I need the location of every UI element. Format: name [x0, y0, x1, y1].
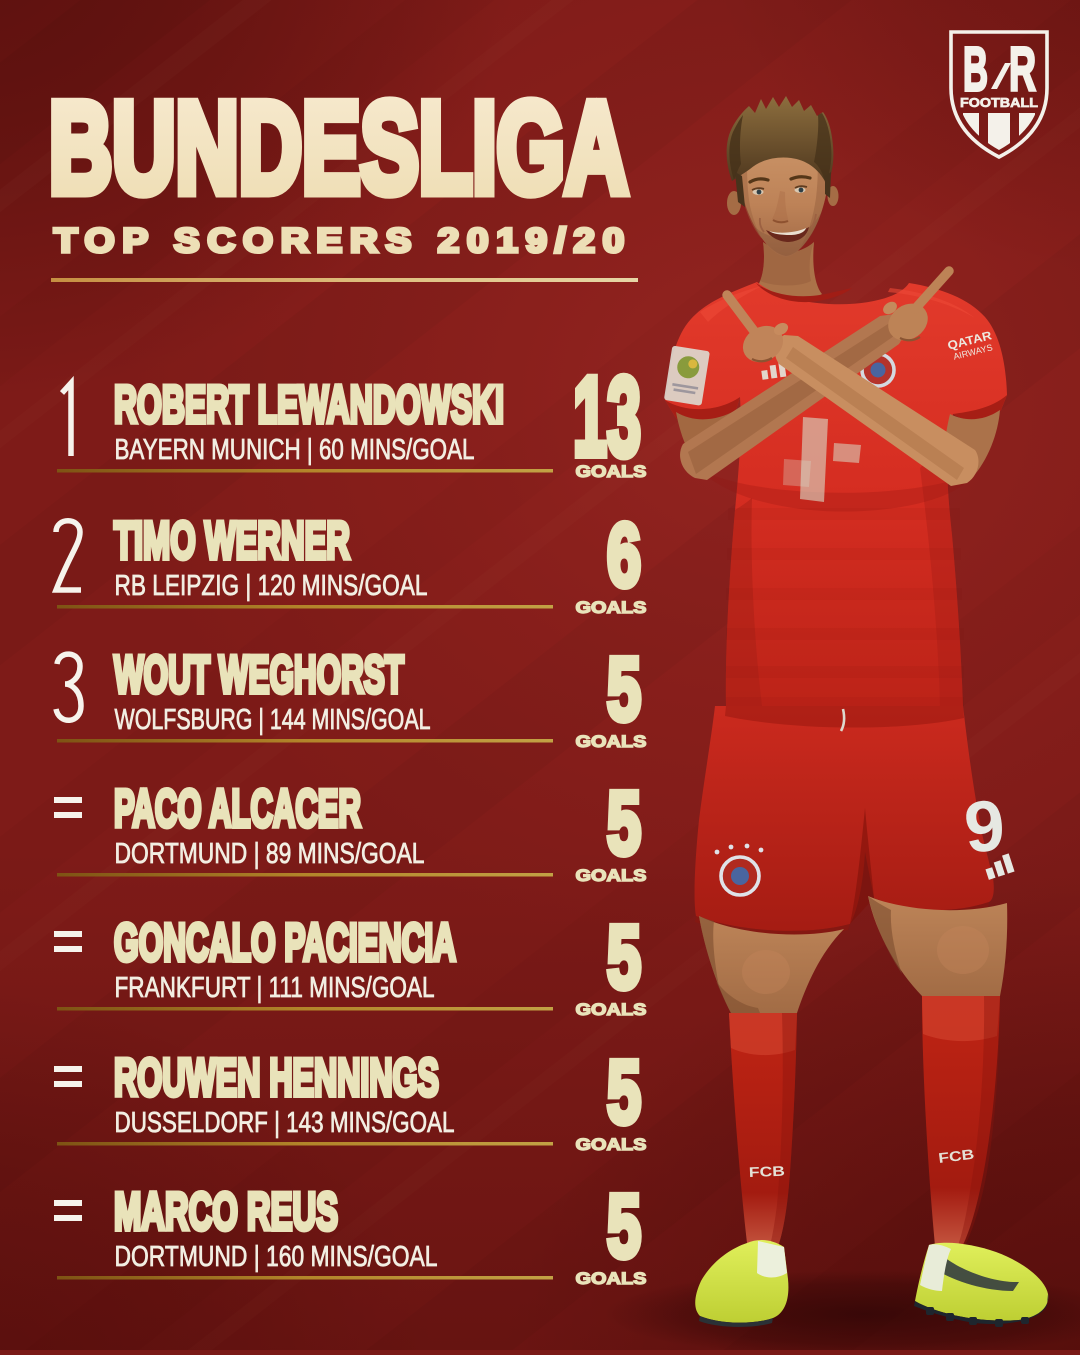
- svg-text:GOALS: GOALS: [576, 866, 647, 885]
- svg-text:TOP SCORERS 2019/20: TOP SCORERS 2019/20: [54, 222, 632, 260]
- svg-text:13: 13: [573, 354, 641, 479]
- svg-text:6: 6: [607, 505, 641, 605]
- svg-text:DORTMUND | 89 MINS/GOAL: DORTMUND | 89 MINS/GOAL: [115, 838, 425, 870]
- svg-text:R: R: [1009, 36, 1036, 105]
- svg-text:MARCO REUS: MARCO REUS: [114, 1183, 338, 1242]
- svg-text:5: 5: [607, 907, 641, 1007]
- svg-text:5: 5: [607, 773, 641, 873]
- svg-text:DORTMUND | 160 MINS/GOAL: DORTMUND | 160 MINS/GOAL: [115, 1241, 438, 1273]
- svg-text:GOALS: GOALS: [576, 732, 647, 751]
- svg-text:GOALS: GOALS: [576, 598, 647, 617]
- svg-text:PACO ALCACER: PACO ALCACER: [114, 780, 361, 839]
- svg-text:DUSSELDORF | 143 MINS/GOAL: DUSSELDORF | 143 MINS/GOAL: [115, 1107, 455, 1139]
- svg-text:GOALS: GOALS: [576, 1000, 647, 1019]
- svg-text:ROBERT LEWANDOWSKI: ROBERT LEWANDOWSKI: [114, 376, 504, 435]
- svg-text:GONCALO PACIENCIA: GONCALO PACIENCIA: [114, 914, 456, 973]
- svg-text:FCB: FCB: [749, 1163, 786, 1180]
- svg-text:9: 9: [961, 785, 1008, 868]
- svg-text:BUNDESLIGA: BUNDESLIGA: [49, 76, 628, 220]
- svg-text:5: 5: [607, 1042, 641, 1142]
- svg-text:FRANKFURT | 111 MINS/GOAL: FRANKFURT | 111 MINS/GOAL: [115, 972, 435, 1004]
- svg-text:RB LEIPZIG | 120 MINS/GOAL: RB LEIPZIG | 120 MINS/GOAL: [115, 570, 428, 602]
- svg-text:B: B: [963, 36, 988, 105]
- svg-text:WOLFSBURG | 144 MINS/GOAL: WOLFSBURG | 144 MINS/GOAL: [115, 704, 431, 736]
- svg-text:GOALS: GOALS: [576, 1135, 647, 1154]
- svg-text:5: 5: [607, 1176, 641, 1276]
- svg-text:ROUWEN HENNINGS: ROUWEN HENNINGS: [114, 1049, 439, 1108]
- svg-text:5: 5: [607, 639, 641, 739]
- svg-text:GOALS: GOALS: [576, 462, 647, 481]
- svg-text:WOUT WEGHORST: WOUT WEGHORST: [114, 646, 404, 705]
- svg-text:FCB: FCB: [937, 1146, 975, 1166]
- svg-text:FOOTBALL: FOOTBALL: [960, 95, 1038, 110]
- svg-text:TIMO WERNER: TIMO WERNER: [114, 512, 350, 571]
- svg-text:BAYERN MUNICH | 60 MINS/GOAL: BAYERN MUNICH | 60 MINS/GOAL: [115, 434, 475, 466]
- svg-text:GOALS: GOALS: [576, 1269, 647, 1288]
